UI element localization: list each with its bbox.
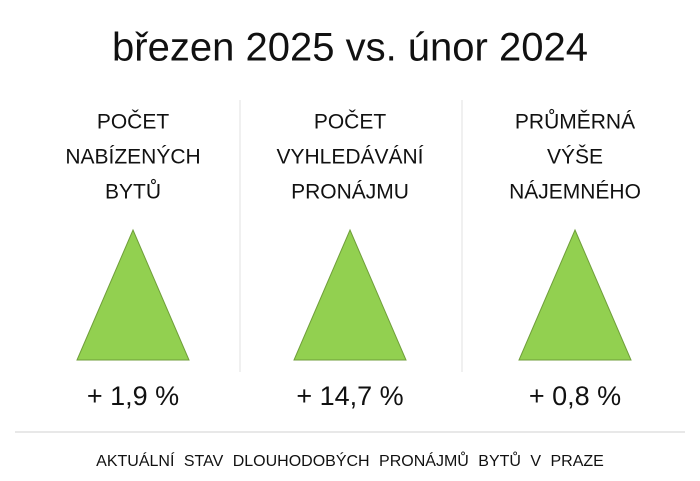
up-triangle: [518, 228, 632, 361]
title: březen 2025 vs. únor 2024: [112, 26, 588, 70]
up-triangle: [76, 228, 190, 361]
panel-label: BYTŮ: [105, 180, 161, 204]
panel-value: + 0,8 %: [529, 381, 621, 411]
panel-label: VÝŠE: [547, 146, 603, 169]
panel-label: VYHLEDÁVÁNÍ: [276, 146, 423, 169]
panel-value: + 14,7 %: [296, 381, 403, 411]
panel-label: NABÍZENÝCH: [65, 146, 200, 169]
panel-value: + 1,9 %: [87, 381, 179, 411]
panel-label: NÁJEMNÉHO: [509, 181, 641, 204]
up-triangle: [293, 228, 407, 361]
panel-label: POČET: [97, 111, 170, 134]
panel-label: PRONÁJMU: [291, 181, 409, 204]
footer: AKTUÁLNÍ STAV DLOUHODOBÝCH PRONÁJMŮ BYTŮ…: [96, 451, 604, 470]
panel-label: PRŮMĚRNÁ: [515, 110, 635, 134]
panel-label: POČET: [314, 111, 387, 134]
